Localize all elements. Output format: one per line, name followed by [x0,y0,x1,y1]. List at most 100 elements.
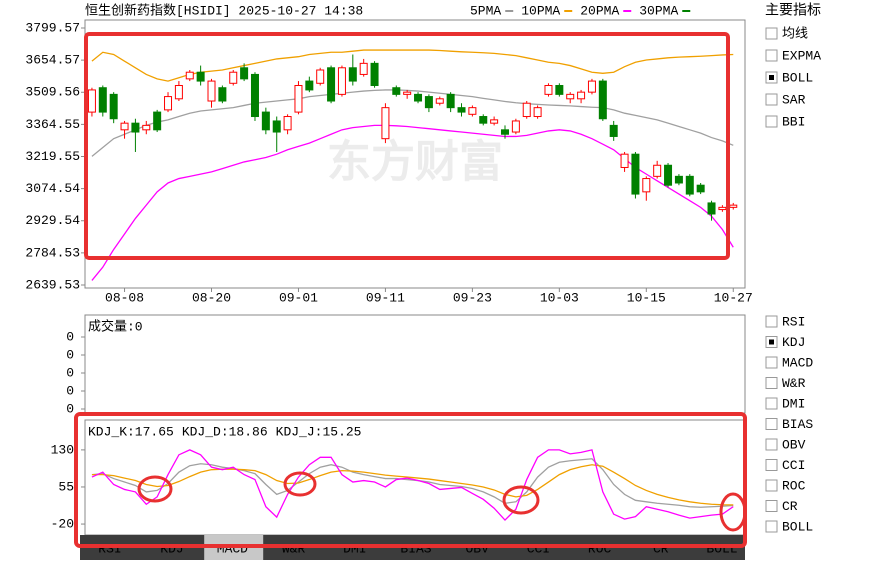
candle-body [337,67,346,95]
checkbox [765,49,778,62]
checkbox [765,115,778,128]
candle-body [305,80,314,91]
candle-body [653,164,662,177]
candle-body [98,87,107,113]
x-tick-label: 08-20 [192,290,231,305]
menu-item[interactable]: MACD [782,355,813,370]
candle-body [87,89,96,113]
candle-body [359,62,368,75]
x-tick-label: 10-27 [714,290,753,305]
candle-body [707,202,716,215]
y-tick-label: 3509.56 [25,85,80,100]
y-tick-label: 3799.57 [25,20,80,35]
tab[interactable]: BOLL [706,541,737,556]
tab[interactable]: MACD [217,541,248,556]
menu-item[interactable]: BBI [782,114,805,129]
tab[interactable]: OBV [465,541,489,556]
legend-label: 10PMA [521,3,560,18]
checkbox-mark [769,75,774,80]
checkbox [765,27,778,40]
menu-item[interactable]: 均线 [782,26,808,41]
candle-body [533,107,542,118]
kdj-line [91,458,734,508]
tab[interactable]: RSI [98,541,121,556]
candle-body [729,204,738,208]
x-tick-label: 09-23 [453,290,492,305]
candle-body [500,129,509,135]
tab[interactable]: CR [653,541,669,556]
checkbox [765,479,778,492]
highlight-circle [719,492,747,532]
menu-item[interactable]: KDJ [782,335,805,350]
candle-body [229,71,238,84]
x-tick-label: 10-15 [627,290,666,305]
y-tick-label: 3654.57 [25,53,80,68]
candle-body [609,124,618,137]
menu-item[interactable]: BOLL [782,519,813,534]
legend-label: KDJ_D:18.86 [182,424,268,439]
x-tick-label: 08-08 [105,290,144,305]
candle-body [153,111,162,131]
candle-body [131,122,140,133]
y-tick-label: 0 [66,383,74,398]
candle-body [218,87,227,102]
menu-item[interactable]: EXPMA [782,48,821,63]
candle-body [642,178,651,193]
candle-body [631,153,640,195]
checkbox [765,93,778,106]
tab[interactable]: BIAS [400,541,431,556]
menu-item[interactable]: DMI [782,396,805,411]
menu-item[interactable]: BIAS [782,417,813,432]
candle-body [457,107,466,113]
y-tick-label: 2639.53 [25,277,80,292]
x-tick-label: 09-01 [279,290,318,305]
legend-label: 30PMA [639,3,678,18]
highlight-box [84,32,730,260]
legend-label: KDJ_K:17.65 [88,424,174,439]
candle-body [674,175,683,184]
candle-body [435,98,444,104]
y-tick-label: 0 [66,401,74,416]
y-tick-label: 0 [66,365,74,380]
candle-body [685,175,694,195]
candle-body [598,80,607,120]
checkbox [765,315,778,328]
tab[interactable]: KDJ [160,541,183,556]
candle-body [511,120,520,133]
candle-body [261,111,270,131]
candle-body [490,119,499,124]
menu-item[interactable]: CCI [782,458,805,473]
menu-item[interactable]: SAR [782,92,806,107]
volume-title: 成交量:0 [88,318,143,334]
candle-body [196,71,205,82]
candle-body [250,73,259,118]
tab[interactable]: DMI [343,541,366,556]
y-tick-label: -20 [51,516,74,531]
checkbox [765,500,778,512]
tab[interactable]: CCI [527,541,550,556]
menu-item[interactable]: RSI [782,314,805,329]
y-tick-label: 0 [66,329,74,344]
candle-body [164,96,173,111]
tab[interactable]: W&R [282,541,306,556]
y-tick-label: 3219.55 [25,149,80,164]
menu-item[interactable]: ROC [782,478,806,493]
menu-item[interactable]: CR [782,499,798,514]
checkbox [765,520,778,533]
candle-body [718,206,727,211]
candle-body [479,116,488,124]
candle-body [294,85,303,113]
menu-item[interactable]: BOLL [782,70,813,85]
candle-body [414,93,423,102]
y-tick-label: 0 [66,347,74,362]
tab[interactable]: ROC [588,541,612,556]
menu-item[interactable]: OBV [782,437,806,452]
candle-body [544,85,553,95]
candle-body [403,91,412,95]
candle-body [696,184,705,193]
highlight-circle [502,485,540,515]
candle-body [327,67,336,102]
menu-item[interactable]: W&R [782,376,806,391]
y-tick-label: 55 [58,479,74,494]
